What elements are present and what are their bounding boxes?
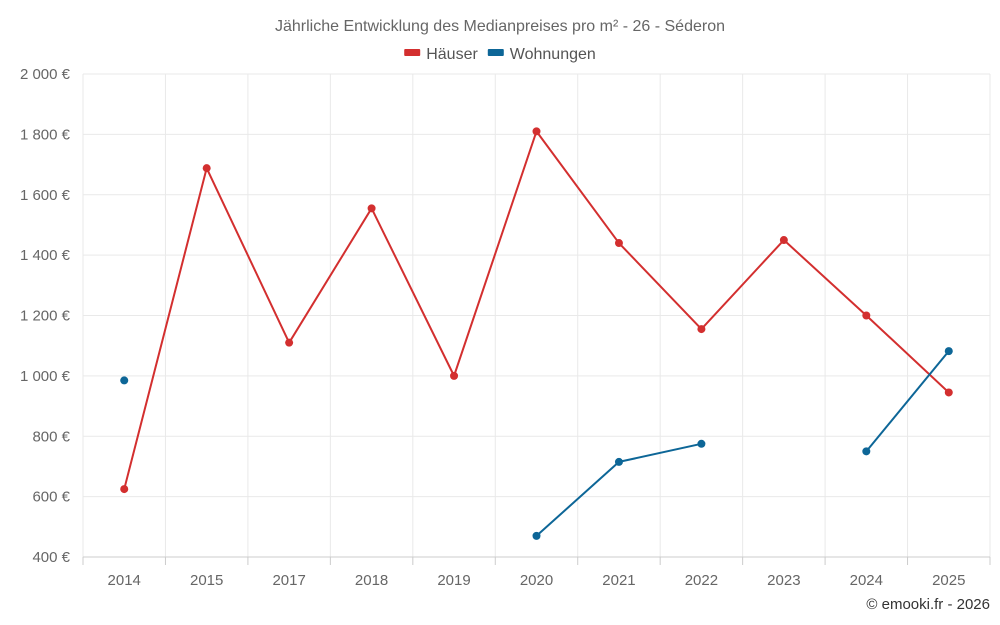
data-point[interactable]	[450, 371, 459, 380]
y-tick-label: 1 000 €	[20, 368, 71, 385]
credit-text: © emooki.fr - 2026	[866, 596, 990, 613]
legend-label: Wohnungen	[510, 46, 596, 63]
data-point[interactable]	[697, 325, 706, 334]
x-axis: 2014 2015 2017 2018 2019 2020 2021 2022 2023 2024…	[82, 556, 991, 589]
data-point[interactable]	[120, 376, 129, 385]
data-point[interactable]	[697, 439, 706, 448]
x-tick-label: 2015	[190, 572, 223, 589]
x-tick-label: 2024	[850, 572, 883, 589]
data-point[interactable]	[862, 447, 871, 456]
chart-title: Jährliche Entwicklung des Medianpreises …	[275, 18, 725, 35]
y-tick-label: 1 400 €	[20, 247, 71, 264]
data-point[interactable]	[862, 311, 871, 320]
series-0	[120, 127, 953, 494]
y-tick-label: 1 600 €	[20, 187, 71, 204]
legend-swatch	[404, 49, 421, 56]
x-tick-label: 2025	[932, 572, 965, 589]
data-point[interactable]	[944, 388, 953, 397]
data-point[interactable]	[532, 127, 541, 136]
y-tick-label: 600 €	[32, 489, 70, 506]
data-point[interactable]	[285, 338, 294, 347]
data-point[interactable]	[532, 531, 541, 540]
y-tick-label: 400 €	[32, 549, 70, 566]
legend-swatch	[487, 49, 504, 56]
y-axis: 400 € 600 € 800 € 1 000 € 1 200 € 1 400 € 1 60…	[20, 66, 71, 566]
data-point[interactable]	[614, 239, 623, 248]
x-tick-label: 2020	[520, 572, 553, 589]
x-tick-label: 2023	[767, 572, 800, 589]
y-tick-label: 2 000 €	[20, 66, 71, 83]
legend-item[interactable]: Häuser	[404, 46, 478, 63]
x-tick-label: 2022	[685, 572, 718, 589]
legend: Häuser Wohnungen	[404, 46, 596, 63]
x-tick-label: 2018	[355, 572, 388, 589]
y-tick-label: 1 200 €	[20, 308, 71, 325]
x-tick-label: 2017	[272, 572, 305, 589]
series-1	[120, 347, 953, 540]
data-point[interactable]	[202, 164, 211, 173]
y-tick-label: 800 €	[32, 428, 70, 445]
data-point[interactable]	[614, 457, 623, 466]
legend-item[interactable]: Wohnungen	[487, 46, 596, 63]
x-tick-label: 2014	[108, 572, 141, 589]
series-layer	[120, 127, 953, 540]
series-line	[865, 350, 950, 452]
legend-label: Häuser	[426, 46, 478, 63]
x-tick-label: 2021	[602, 572, 635, 589]
data-point[interactable]	[120, 485, 129, 494]
y-tick-label: 1 800 €	[20, 126, 71, 143]
data-point[interactable]	[367, 204, 376, 213]
series-line	[535, 442, 702, 537]
data-point[interactable]	[779, 236, 788, 245]
x-tick-label: 2019	[437, 572, 470, 589]
grid	[82, 73, 991, 557]
data-point[interactable]	[944, 347, 953, 356]
